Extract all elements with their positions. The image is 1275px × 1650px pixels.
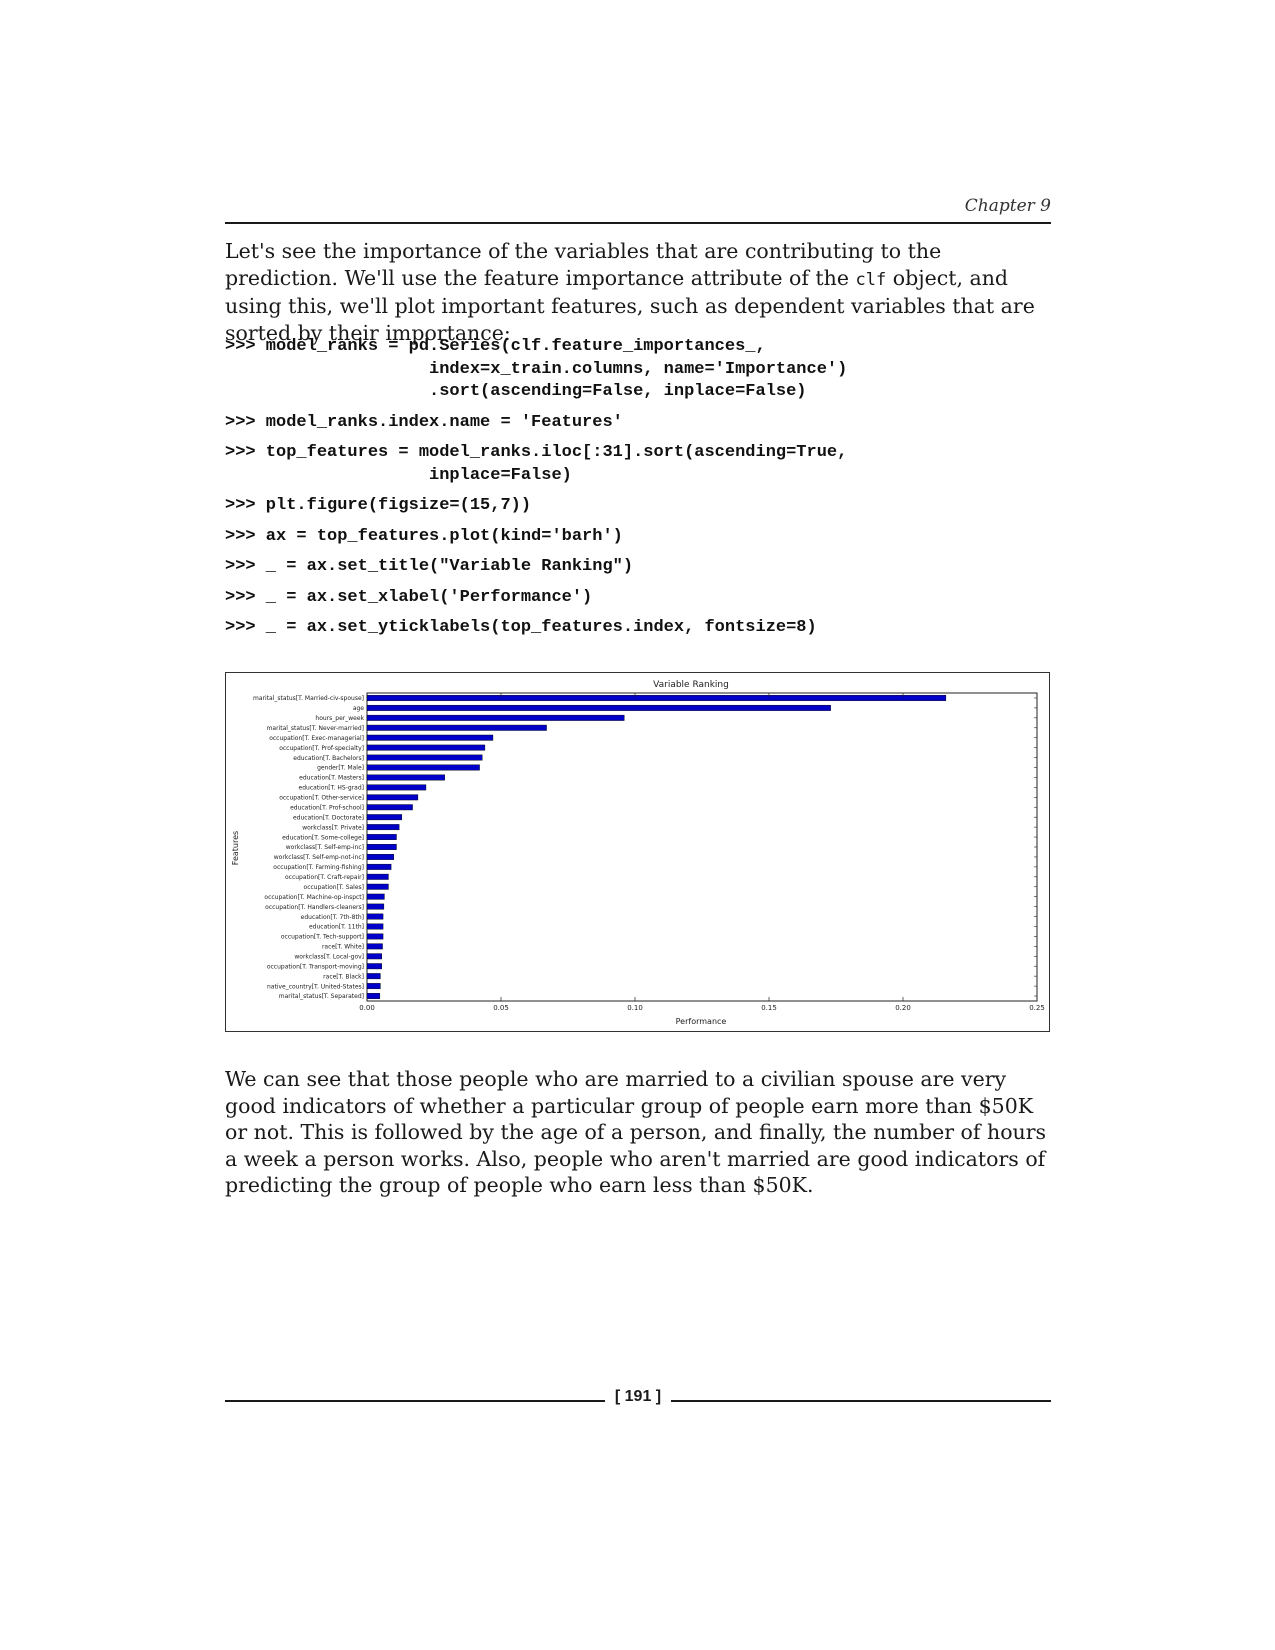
- bar: [366, 774, 445, 781]
- bar: [366, 923, 384, 930]
- bar: [366, 973, 381, 980]
- y-tick-label: occupation[T. Sales]: [304, 884, 364, 891]
- chapter-label: Chapter 9: [964, 196, 1051, 216]
- bar: [366, 863, 392, 870]
- y-tick-label: age: [353, 705, 364, 712]
- bar: [366, 824, 400, 831]
- page-footer: [ 191 ]: [225, 1388, 1051, 1412]
- y-tick-label: occupation[T. Craft-repair]: [285, 874, 364, 881]
- y-tick-label: education[T. Some-college]: [282, 834, 364, 841]
- y-tick-label: education[T. Prof-school]: [290, 804, 364, 811]
- intro-text-post: object, and using this, we'll plot impor…: [225, 265, 1035, 345]
- y-tick-label: native_country[T. United-States]: [267, 983, 364, 990]
- chart-figure: Variable Ranking Performance Features ma…: [225, 672, 1050, 1032]
- y-tick-label: marital_status[T. Married-civ-spouse]: [253, 695, 364, 702]
- bar: [366, 834, 397, 840]
- code-block: >>> plt.figure(figsize=(15,7)): [225, 496, 532, 515]
- footer-rule-right: [671, 1400, 1051, 1402]
- bar: [366, 734, 494, 741]
- y-tick-label: marital_status[T. Separated]: [279, 993, 364, 1000]
- y-tick-label: education[T. Doctorate]: [293, 814, 364, 821]
- bar: [366, 853, 394, 860]
- y-tick-label: occupation[T. Prof-specialty]: [279, 745, 364, 752]
- variable-ranking-chart: Variable Ranking Performance Features ma…: [231, 680, 1045, 1026]
- intro-text-pre: Let's see the importance of the variable…: [225, 239, 942, 290]
- code-block: >>> _ = ax.set_xlabel('Performance'): [225, 587, 593, 607]
- bar: [366, 983, 381, 990]
- bar: [366, 814, 403, 821]
- y-tick-label: workclass[T. Private]: [302, 824, 364, 831]
- x-tick-label: 0.20: [895, 1004, 911, 1012]
- bar: [366, 695, 947, 701]
- bar: [366, 794, 419, 801]
- x-tick-label: 0.25: [1029, 1004, 1045, 1012]
- bar: [366, 963, 382, 970]
- bar: [366, 953, 382, 960]
- bar: [366, 933, 384, 940]
- x-tick-label: 0.10: [627, 1004, 643, 1012]
- intro-paragraph: Let's see the importance of the variable…: [225, 238, 1051, 346]
- code-block: >>> _ = ax.set_title("Variable Ranking"): [225, 557, 634, 576]
- y-tick-label: occupation[T. Tech-support]: [281, 934, 364, 941]
- bar: [366, 714, 625, 721]
- chart-ylabel: Features: [231, 831, 240, 865]
- y-tick-label: occupation[T. Handlers-cleaners]: [265, 904, 364, 911]
- y-tick-label: marital_status[T. Never-married]: [267, 725, 364, 732]
- bar: [366, 744, 486, 751]
- footer-rule-left: [225, 1400, 605, 1402]
- y-tick-label: gender[T. Male]: [317, 765, 364, 772]
- bar: [366, 844, 397, 850]
- bar: [366, 943, 383, 950]
- chart-title: Variable Ranking: [653, 680, 729, 690]
- y-tick-label: education[T. HS-grad]: [299, 785, 364, 792]
- y-tick-label: education[T. 7th-8th]: [301, 914, 364, 921]
- bar: [366, 903, 385, 910]
- code-block: >>> model_ranks = pd.Series(clf.feature_…: [225, 337, 848, 401]
- conclusion-text: We can see that those people who are mar…: [225, 1067, 1047, 1197]
- bar: [366, 993, 381, 999]
- y-tick-label: occupation[T. Exec-managerial]: [269, 735, 364, 742]
- y-tick-label: race[T. White]: [322, 944, 364, 951]
- bar: [366, 724, 547, 731]
- bar: [366, 883, 389, 890]
- bar: [366, 913, 384, 920]
- x-tick-label: 0.15: [761, 1004, 777, 1012]
- code-block: >>> _ = ax.set_yticklabels(top_features.…: [225, 618, 817, 637]
- page-header: Chapter 9: [225, 196, 1051, 224]
- intro-code: clf: [855, 269, 887, 290]
- page-number: [ 191 ]: [610, 1388, 666, 1405]
- code-block: >>> ax = top_features.plot(kind='barh'): [225, 526, 623, 546]
- y-tick-label: occupation[T. Farming-fishing]: [273, 864, 364, 871]
- bar: [366, 893, 385, 900]
- y-tick-label: occupation[T. Transport-moving]: [267, 963, 364, 970]
- bar: [366, 754, 483, 761]
- conclusion-paragraph: We can see that those people who are mar…: [225, 1066, 1051, 1199]
- y-tick-label: race[T. Black]: [323, 973, 364, 980]
- bar: [366, 804, 413, 811]
- y-tick-label: occupation[T. Machine-op-inspct]: [264, 894, 364, 901]
- bar: [366, 873, 389, 880]
- x-tick-label: 0.00: [359, 1004, 375, 1012]
- code-block: >>> top_features = model_ranks.iloc[:31]…: [225, 443, 848, 485]
- y-tick-label: workclass[T. Local-gov]: [294, 953, 364, 960]
- y-tick-label: hours_per_week: [315, 715, 364, 722]
- bar: [366, 784, 427, 791]
- y-tick-label: occupation[T. Other-service]: [279, 795, 364, 802]
- x-tick-label: 0.05: [493, 1004, 509, 1012]
- y-tick-label: education[T. Bachelors]: [293, 755, 364, 762]
- y-tick-label: education[T. 11th]: [309, 924, 364, 931]
- chart-xlabel: Performance: [676, 1017, 727, 1026]
- y-tick-label: workclass[T. Self-emp-inc]: [286, 844, 364, 851]
- y-tick-label: workclass[T. Self-emp-not-inc]: [274, 854, 364, 861]
- code-listing: >>> model_ranks = pd.Series(clf.feature_…: [225, 336, 1051, 648]
- code-block: >>> model_ranks.index.name = 'Features': [225, 412, 623, 432]
- bar: [366, 764, 480, 771]
- y-tick-label: education[T. Masters]: [299, 775, 364, 782]
- bar: [366, 704, 831, 711]
